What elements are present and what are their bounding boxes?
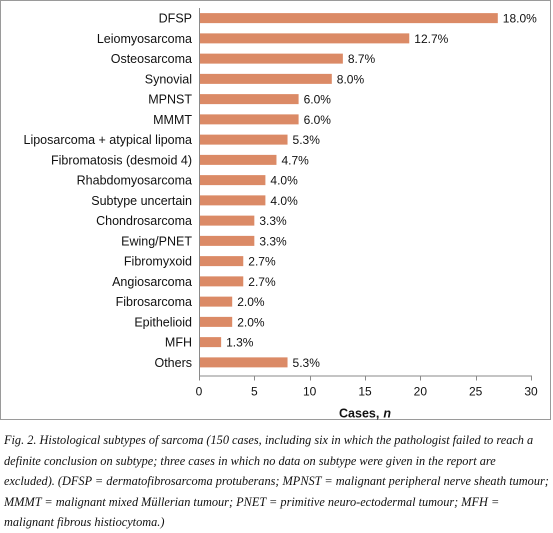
bar	[200, 134, 288, 145]
data-label: 18.0%	[503, 12, 537, 26]
chart-frame: DFSP 18.0% Leiomyosarcoma 12.7% Osteosarcoma…	[0, 0, 551, 421]
category-label: Others	[154, 356, 192, 370]
category-label: Subtype uncertain	[91, 194, 192, 208]
x-tick-label: 15	[358, 385, 372, 399]
data-label: 2.7%	[248, 255, 276, 269]
x-tick-label: 10	[303, 385, 317, 399]
category-label: Epithelioid	[134, 315, 192, 329]
bar	[200, 296, 233, 307]
category-label: Ewing/PNET	[121, 234, 192, 248]
bar	[200, 256, 244, 267]
bar	[200, 337, 222, 348]
bar	[200, 316, 233, 327]
data-label: 2.7%	[248, 275, 276, 289]
data-label: 3.3%	[259, 234, 287, 248]
x-tick-label: 20	[414, 385, 428, 399]
category-label: Fibrosarcoma	[116, 295, 192, 309]
data-label: 2.0%	[237, 295, 265, 309]
data-label: 4.0%	[270, 194, 298, 208]
bar	[200, 53, 343, 64]
category-label: MPNST	[148, 93, 192, 107]
data-label: 8.7%	[348, 52, 376, 66]
figure-caption: Fig. 2. Histological subtypes of sarcoma…	[4, 433, 549, 529]
category-label: Angiosarcoma	[112, 275, 192, 289]
bar	[200, 73, 332, 84]
category-label: Fibromyxoid	[124, 255, 192, 269]
bar	[200, 175, 266, 186]
x-axis-title: Cases, n	[339, 407, 391, 421]
category-label: Synovial	[145, 72, 192, 86]
bar	[200, 114, 299, 125]
x-tick-label: 25	[469, 385, 483, 399]
category-label: Osteosarcoma	[111, 52, 192, 66]
x-tick-label: 0	[196, 385, 203, 399]
category-label: Fibromatosis (desmoid 4)	[51, 153, 192, 167]
bar	[200, 276, 244, 287]
bar	[200, 33, 410, 44]
bar	[200, 195, 266, 206]
data-label: 6.0%	[304, 113, 332, 127]
bar	[200, 154, 277, 165]
bar	[200, 215, 255, 226]
data-label: 4.0%	[270, 174, 298, 188]
data-label: 4.7%	[281, 153, 309, 167]
data-label: 5.3%	[293, 356, 321, 370]
bar-chart: DFSP 18.0% Leiomyosarcoma 12.7% Osteosarcoma…	[24, 8, 538, 421]
category-label: Chondrosarcoma	[96, 214, 192, 228]
data-label: 8.0%	[337, 72, 365, 86]
x-axis-title-main: Cases,	[339, 407, 379, 421]
data-label: 6.0%	[304, 93, 332, 107]
category-label: Leiomyosarcoma	[97, 32, 192, 46]
x-axis: 0 5 10 15 20 25 30	[196, 8, 538, 399]
category-label: MMMT	[153, 113, 192, 127]
bar	[200, 235, 255, 246]
x-tick-label: 5	[251, 385, 258, 399]
data-label: 1.3%	[226, 336, 254, 350]
bars-layer: DFSP 18.0% Leiomyosarcoma 12.7% Osteosarcoma…	[24, 12, 538, 370]
data-label: 2.0%	[237, 315, 265, 329]
x-tick-label: 30	[524, 385, 538, 399]
data-label: 12.7%	[414, 32, 448, 46]
bar	[200, 357, 288, 368]
bar	[200, 13, 498, 24]
data-label: 3.3%	[259, 214, 287, 228]
bar	[200, 94, 299, 105]
category-label: Rhabdomyosarcoma	[77, 174, 192, 188]
category-label: DFSP	[159, 12, 192, 26]
category-label: Liposarcoma + atypical lipoma	[24, 133, 193, 147]
data-label: 5.3%	[293, 133, 321, 147]
category-label: MFH	[165, 336, 192, 350]
x-axis-title-variable: n	[383, 407, 391, 421]
